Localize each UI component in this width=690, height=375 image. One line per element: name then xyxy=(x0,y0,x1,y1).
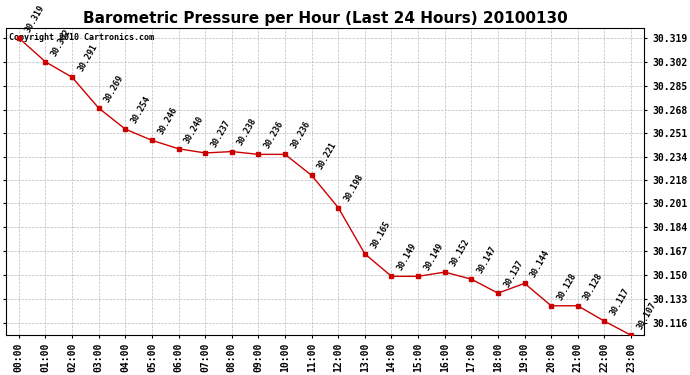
Text: 30.144: 30.144 xyxy=(529,249,551,279)
Text: 30.198: 30.198 xyxy=(342,173,365,204)
Text: Copyright 2010 Cartronics.com: Copyright 2010 Cartronics.com xyxy=(9,33,154,42)
Text: 30.149: 30.149 xyxy=(395,242,418,272)
Text: 30.254: 30.254 xyxy=(130,94,152,125)
Text: 30.221: 30.221 xyxy=(316,141,339,171)
Text: 30.246: 30.246 xyxy=(156,106,179,136)
Text: 30.269: 30.269 xyxy=(103,74,126,104)
Text: 30.236: 30.236 xyxy=(289,120,312,150)
Text: 30.152: 30.152 xyxy=(449,237,472,268)
Text: 30.128: 30.128 xyxy=(582,271,604,302)
Text: 30.107: 30.107 xyxy=(635,300,658,331)
Text: 30.165: 30.165 xyxy=(369,219,392,250)
Text: 30.237: 30.237 xyxy=(209,118,232,149)
Title: Barometric Pressure per Hour (Last 24 Hours) 20100130: Barometric Pressure per Hour (Last 24 Ho… xyxy=(83,10,567,26)
Text: 30.236: 30.236 xyxy=(263,120,286,150)
Text: 30.319: 30.319 xyxy=(23,3,46,34)
Text: 30.302: 30.302 xyxy=(50,27,72,58)
Text: 30.238: 30.238 xyxy=(236,117,259,147)
Text: 30.128: 30.128 xyxy=(555,271,578,302)
Text: 30.147: 30.147 xyxy=(475,244,498,275)
Text: 30.117: 30.117 xyxy=(609,286,631,317)
Text: 30.137: 30.137 xyxy=(502,258,525,289)
Text: 30.240: 30.240 xyxy=(183,114,206,145)
Text: 30.291: 30.291 xyxy=(77,43,99,73)
Text: 30.149: 30.149 xyxy=(422,242,445,272)
